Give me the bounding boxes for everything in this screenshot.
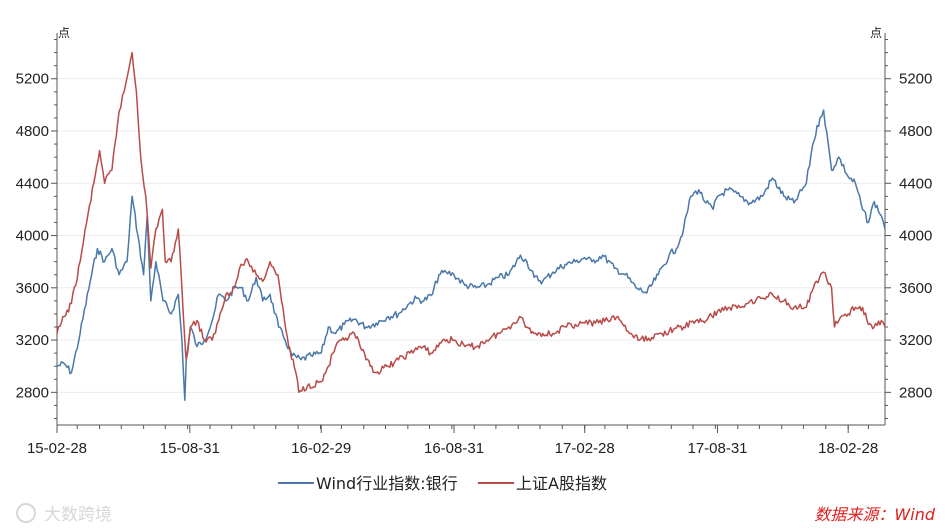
y-tick-label-left: 3200 [16,332,49,349]
y-tick-label-left: 3600 [16,280,49,297]
y-tick-label-right: 4400 [899,175,932,192]
left-axis-unit-label: 点 [58,26,70,40]
y-tick-label-left: 4400 [16,175,49,192]
watermark-text: 大数跨境 [44,505,112,525]
series-line-bank-index [56,109,886,401]
legend: Wind行业指数:银行 上证A股指数 [278,474,607,493]
y-tick-label-right: 4800 [899,123,932,140]
y-tick-label-right: 3200 [899,332,932,349]
y-tick-label-left: 4800 [16,123,49,140]
right-axis-unit-label: 点 [870,26,882,40]
y-tick-label-right: 4000 [899,228,932,245]
legend-label-bank-index: Wind行业指数:银行 [316,474,458,493]
axes [51,33,891,433]
x-tick-label: 17-08-31 [687,440,747,457]
x-tick-label: 16-02-29 [291,440,351,457]
tick-labels: 2800 2800 3200 3200 3600 3600 4000 4000 4400 4400… [16,71,933,457]
x-tick-label: 18-02-28 [818,440,878,457]
x-tick-label: 17-02-28 [555,440,615,457]
x-tick-label: 16-08-31 [424,440,484,457]
series-lines [56,51,886,401]
legend-label-a-share-index: 上证A股指数 [516,474,607,493]
x-tick-label: 15-08-31 [160,440,220,457]
y-tick-label-right: 2800 [899,384,932,401]
y-tick-label-left: 4000 [16,228,49,245]
source-note: 数据来源：Wind [814,505,935,524]
series-line-a-share-index [56,51,886,394]
y-tick-label-left: 5200 [16,71,49,88]
y-tick-label-right: 3600 [899,280,932,297]
y-tick-label-right: 5200 [899,71,932,88]
x-tick-label: 15-02-28 [27,440,87,457]
y-tick-label-left: 2800 [16,384,49,401]
watermark-logo-icon [16,503,36,523]
